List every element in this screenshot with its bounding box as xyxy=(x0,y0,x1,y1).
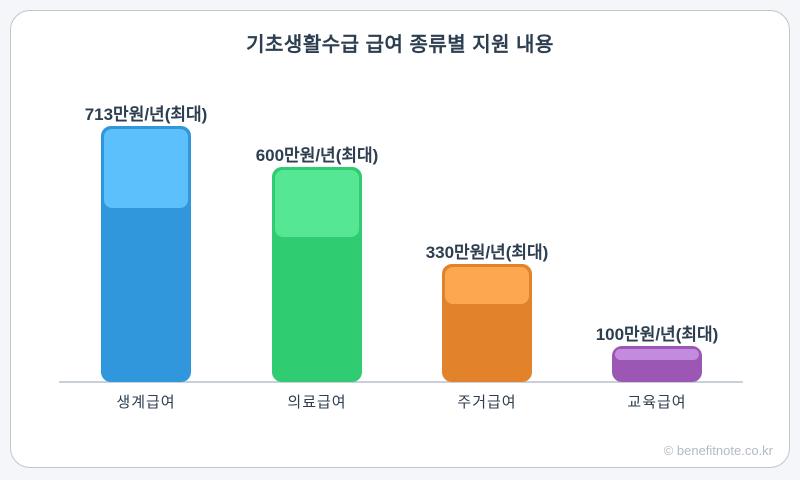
bar-value-label-1: 713만원/년(최대) xyxy=(84,105,208,124)
x-axis-label-2: 의료급여 xyxy=(287,394,347,411)
bar-highlight-cap xyxy=(104,129,188,208)
chart-area: 713만원/년(최대) 생계급여 600만원/년(최대) 의료급여 330만원/년(최대… xyxy=(11,11,789,467)
x-axis-label-4: 교육급여 xyxy=(627,394,687,411)
bar-value-label-4: 100만원/년(최대) xyxy=(595,325,719,344)
bar-1 xyxy=(101,126,191,382)
x-axis-label-3: 주거급여 xyxy=(457,394,517,411)
chart-title: 기초생활수급 급여 종류별 지원 내용 xyxy=(246,34,554,56)
watermark: © benefitnote.co.kr xyxy=(663,443,773,458)
x-axis-line xyxy=(59,381,743,383)
x-axis-label-1: 생계급여 xyxy=(116,394,176,411)
chart-card: 기초생활수급 급여 종류별 지원 내용 713만원/년(최대) 생계급여 600만원… xyxy=(10,10,790,468)
bar-value-label-2: 600만원/년(최대) xyxy=(255,146,379,165)
bar-highlight-cap xyxy=(615,349,699,360)
bar-3 xyxy=(442,264,532,382)
bar-4 xyxy=(612,346,702,382)
bar-value-label-3: 330만원/년(최대) xyxy=(425,243,549,262)
bar-highlight-cap xyxy=(275,170,359,237)
bar-2 xyxy=(272,167,362,382)
bar-highlight-cap xyxy=(445,267,529,304)
